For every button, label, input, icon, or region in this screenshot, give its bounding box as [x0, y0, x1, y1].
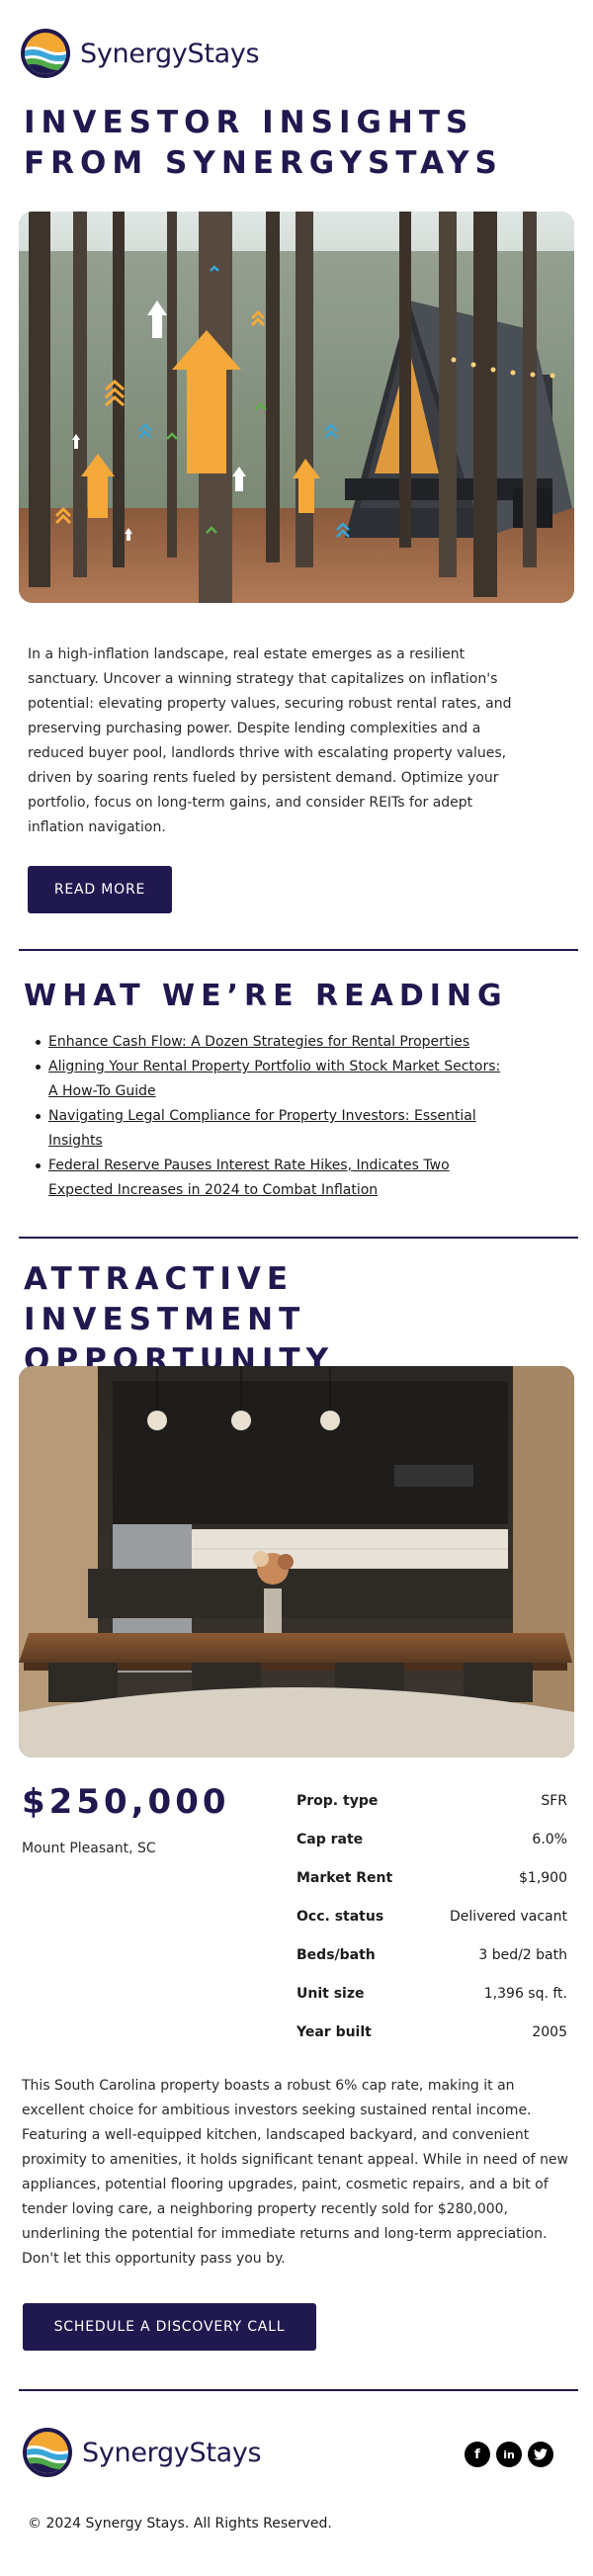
hero-image: [19, 212, 574, 603]
table-row: Occ. status Delivered vacant: [296, 1897, 567, 1935]
footer-logo[interactable]: SynergyStays: [22, 2427, 262, 2478]
spec-label: Beds/bath: [296, 1946, 376, 1963]
article-link[interactable]: Enhance Cash Flow: A Dozen Strategies fo…: [48, 1034, 470, 1050]
section-divider: [19, 949, 578, 951]
spec-value: SFR: [541, 1792, 567, 1809]
table-row: Unit size 1,396 sq. ft.: [296, 1974, 567, 2013]
property-image: [19, 1366, 574, 1758]
page-title: INVESTOR INSIGHTS FROM SYNERGYSTAYS: [24, 105, 503, 181]
list-item: Aligning Your Rental Property Portfolio …: [36, 1055, 513, 1104]
schedule-call-button[interactable]: SCHEDULE A DISCOVERY CALL: [23, 2303, 316, 2351]
list-item: Navigating Legal Compliance for Property…: [36, 1104, 513, 1154]
property-price: $250,000: [22, 1782, 230, 1822]
table-row: Beds/bath 3 bed/2 bath: [296, 1935, 567, 1974]
linkedin-icon[interactable]: in: [496, 2442, 522, 2467]
header-logo[interactable]: SynergyStays: [20, 28, 260, 79]
forest-cabin-illustration: [19, 212, 574, 603]
spec-label: Market Rent: [296, 1869, 393, 1886]
brand-name: SynergyStays: [82, 2437, 262, 2468]
article-link[interactable]: Federal Reserve Pauses Interest Rate Hik…: [48, 1158, 450, 1198]
table-row: Market Rent $1,900: [296, 1858, 567, 1897]
twitter-icon[interactable]: [528, 2442, 553, 2467]
spec-label: Prop. type: [296, 1792, 379, 1809]
facebook-icon[interactable]: f: [465, 2442, 490, 2467]
brand-name: SynergyStays: [80, 38, 260, 69]
spec-value: Delivered vacant: [450, 1908, 567, 1925]
reading-list: Enhance Cash Flow: A Dozen Strategies fo…: [36, 1030, 513, 1203]
article-link[interactable]: Navigating Legal Compliance for Property…: [48, 1108, 476, 1149]
section-divider: [19, 1237, 578, 1239]
spec-label: Cap rate: [296, 1831, 364, 1847]
table-row: Year built 2005: [296, 2013, 567, 2051]
list-item: Enhance Cash Flow: A Dozen Strategies fo…: [36, 1030, 513, 1055]
spec-label: Occ. status: [296, 1908, 384, 1925]
property-location: Mount Pleasant, SC: [22, 1841, 156, 1856]
spec-value: 3 bed/2 bath: [478, 1946, 567, 1963]
property-specs-table: Prop. type SFR Cap rate 6.0% Market Rent $1…: [296, 1781, 567, 2051]
logo-icon: [23, 2428, 72, 2477]
table-row: Prop. type SFR: [296, 1781, 567, 1820]
kitchen-illustration: [19, 1366, 574, 1758]
spec-value: 2005: [532, 2023, 567, 2040]
spec-label: Year built: [296, 2023, 372, 2040]
copyright-text: © 2024 Synergy Stays. All Rights Reserve…: [28, 2516, 332, 2532]
spec-value: 6.0%: [532, 1831, 567, 1847]
section-divider: [19, 2389, 578, 2391]
reading-title: WHAT WE’RE READING: [24, 979, 508, 1013]
list-item: Federal Reserve Pauses Interest Rate Hik…: [36, 1154, 513, 1203]
article-link[interactable]: Aligning Your Rental Property Portfolio …: [48, 1059, 501, 1099]
read-more-button[interactable]: READ MORE: [28, 866, 172, 913]
intro-paragraph: In a high-inflation landscape, real esta…: [28, 646, 512, 835]
social-links: f in: [465, 2442, 553, 2467]
opportunity-title: ATTRACTIVE INVESTMENT OPPORTUNITY: [24, 1261, 335, 1378]
spec-value: $1,900: [519, 1869, 567, 1886]
table-row: Cap rate 6.0%: [296, 1820, 567, 1858]
property-description: This South Carolina property boasts a ro…: [22, 2078, 568, 2267]
logo-icon: [21, 29, 70, 78]
spec-label: Unit size: [296, 1985, 365, 2002]
spec-value: 1,396 sq. ft.: [483, 1985, 567, 2002]
